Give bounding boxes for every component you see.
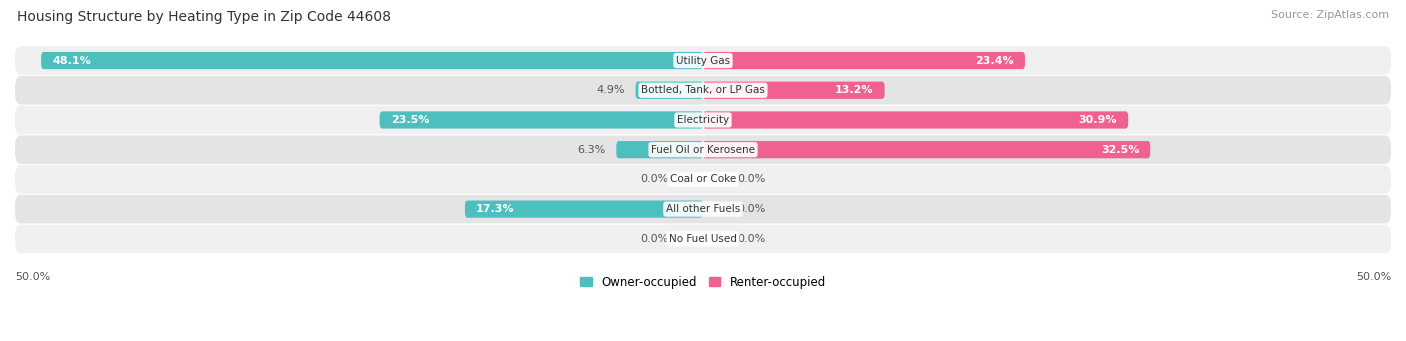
Text: 23.5%: 23.5% bbox=[391, 115, 429, 125]
Text: 17.3%: 17.3% bbox=[477, 204, 515, 214]
Text: 0.0%: 0.0% bbox=[737, 234, 766, 244]
FancyBboxPatch shape bbox=[616, 141, 703, 158]
Text: 0.0%: 0.0% bbox=[640, 234, 669, 244]
Text: 4.9%: 4.9% bbox=[596, 85, 624, 95]
Legend: Owner-occupied, Renter-occupied: Owner-occupied, Renter-occupied bbox=[575, 271, 831, 294]
Text: 0.0%: 0.0% bbox=[737, 204, 766, 214]
FancyBboxPatch shape bbox=[15, 106, 1391, 134]
FancyBboxPatch shape bbox=[703, 141, 1150, 158]
Text: 50.0%: 50.0% bbox=[1355, 271, 1391, 282]
Text: 13.2%: 13.2% bbox=[835, 85, 873, 95]
Text: 6.3%: 6.3% bbox=[576, 145, 606, 155]
Text: Electricity: Electricity bbox=[676, 115, 730, 125]
Text: Bottled, Tank, or LP Gas: Bottled, Tank, or LP Gas bbox=[641, 85, 765, 95]
Text: Housing Structure by Heating Type in Zip Code 44608: Housing Structure by Heating Type in Zip… bbox=[17, 10, 391, 24]
FancyBboxPatch shape bbox=[703, 52, 1025, 69]
Text: Source: ZipAtlas.com: Source: ZipAtlas.com bbox=[1271, 10, 1389, 20]
Text: 23.4%: 23.4% bbox=[976, 56, 1014, 65]
FancyBboxPatch shape bbox=[636, 81, 703, 99]
Text: Coal or Coke: Coal or Coke bbox=[669, 174, 737, 184]
FancyBboxPatch shape bbox=[15, 165, 1391, 194]
Text: No Fuel Used: No Fuel Used bbox=[669, 234, 737, 244]
FancyBboxPatch shape bbox=[15, 135, 1391, 164]
Text: 48.1%: 48.1% bbox=[52, 56, 91, 65]
Text: 32.5%: 32.5% bbox=[1101, 145, 1139, 155]
FancyBboxPatch shape bbox=[15, 46, 1391, 75]
FancyBboxPatch shape bbox=[380, 112, 703, 129]
Text: All other Fuels: All other Fuels bbox=[666, 204, 740, 214]
Text: 0.0%: 0.0% bbox=[737, 174, 766, 184]
FancyBboxPatch shape bbox=[703, 112, 1128, 129]
FancyBboxPatch shape bbox=[15, 76, 1391, 105]
Text: Utility Gas: Utility Gas bbox=[676, 56, 730, 65]
Text: Fuel Oil or Kerosene: Fuel Oil or Kerosene bbox=[651, 145, 755, 155]
FancyBboxPatch shape bbox=[703, 81, 884, 99]
Text: 30.9%: 30.9% bbox=[1078, 115, 1118, 125]
Text: 50.0%: 50.0% bbox=[15, 271, 51, 282]
Text: 0.0%: 0.0% bbox=[640, 174, 669, 184]
FancyBboxPatch shape bbox=[15, 225, 1391, 253]
FancyBboxPatch shape bbox=[465, 201, 703, 218]
FancyBboxPatch shape bbox=[41, 52, 703, 69]
FancyBboxPatch shape bbox=[15, 195, 1391, 223]
